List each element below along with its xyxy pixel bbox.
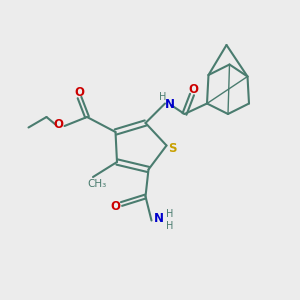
Text: H: H <box>166 221 173 231</box>
Text: O: O <box>188 82 199 96</box>
Text: CH₃: CH₃ <box>88 178 107 189</box>
Text: S: S <box>168 142 176 155</box>
Text: H: H <box>159 92 166 103</box>
Text: H: H <box>166 209 173 219</box>
Text: N: N <box>154 212 164 226</box>
Text: N: N <box>164 98 175 111</box>
Text: O: O <box>53 118 63 131</box>
Text: O: O <box>110 200 120 213</box>
Text: O: O <box>74 85 84 99</box>
